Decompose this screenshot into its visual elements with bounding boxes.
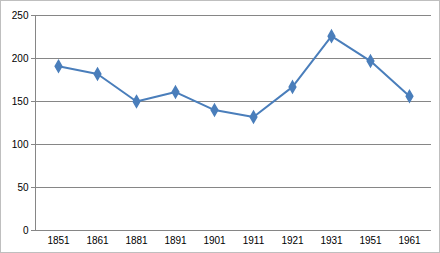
- svg-text:50: 50: [17, 182, 29, 193]
- svg-text:1881: 1881: [125, 235, 148, 246]
- svg-text:0: 0: [23, 225, 29, 236]
- svg-text:1921: 1921: [281, 235, 304, 246]
- svg-text:1861: 1861: [86, 235, 109, 246]
- svg-text:1961: 1961: [398, 235, 421, 246]
- svg-text:1931: 1931: [320, 235, 343, 246]
- svg-text:1891: 1891: [164, 235, 187, 246]
- svg-text:200: 200: [12, 53, 29, 64]
- svg-text:1951: 1951: [359, 235, 382, 246]
- svg-text:1911: 1911: [243, 235, 265, 246]
- svg-text:150: 150: [12, 96, 29, 107]
- svg-text:100: 100: [12, 139, 29, 150]
- svg-text:1901: 1901: [203, 235, 226, 246]
- svg-text:1851: 1851: [47, 235, 70, 246]
- svg-text:250: 250: [12, 10, 29, 21]
